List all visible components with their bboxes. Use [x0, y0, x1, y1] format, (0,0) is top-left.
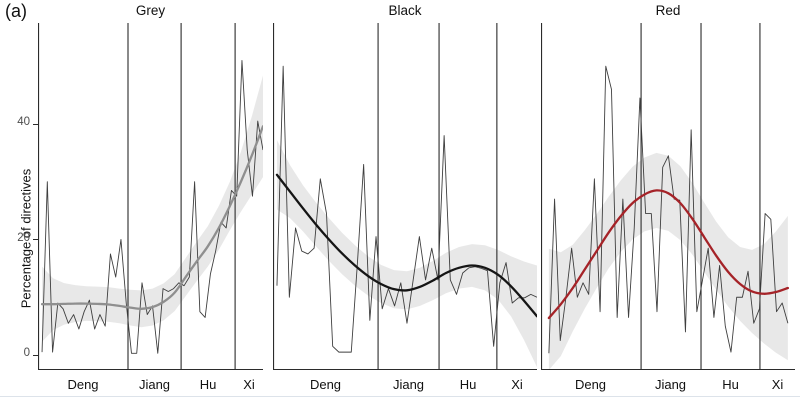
- era-label-jiang: Jiang: [654, 377, 687, 392]
- era-label-xi: Xi: [771, 377, 784, 392]
- chart-canvas-black: [273, 23, 537, 371]
- y-tick-label-40: 40: [17, 116, 30, 128]
- era-label-deng: Deng: [309, 377, 342, 392]
- page-bottom-divider: [0, 396, 800, 397]
- era-label-hu: Hu: [199, 377, 217, 392]
- era-label-jiang: Jiang: [392, 377, 425, 392]
- era-label-deng: Deng: [67, 377, 99, 392]
- era-label-xi: Xi: [243, 377, 255, 392]
- era-label-hu: Hu: [722, 377, 739, 392]
- y-tick-mark-0: [33, 354, 38, 356]
- y-tick-mark-40: [33, 123, 38, 125]
- facet-title-red: Red: [655, 3, 681, 18]
- chart-canvas-grey: [38, 23, 263, 371]
- chart-canvas-red: [541, 23, 795, 371]
- era-label-hu: Hu: [459, 377, 477, 392]
- y-tick-label-20: 20: [17, 232, 30, 244]
- y-tick-label-0: 0: [23, 347, 30, 359]
- era-label-xi: Xi: [511, 377, 523, 392]
- era-label-jiang: Jiang: [138, 377, 171, 392]
- era-label-deng: Deng: [574, 377, 607, 392]
- y-tick-mark-20: [33, 239, 38, 241]
- facet-title-black: Black: [388, 3, 422, 18]
- figure-panel-letter: (a): [5, 1, 27, 21]
- facet-title-grey: Grey: [135, 3, 166, 18]
